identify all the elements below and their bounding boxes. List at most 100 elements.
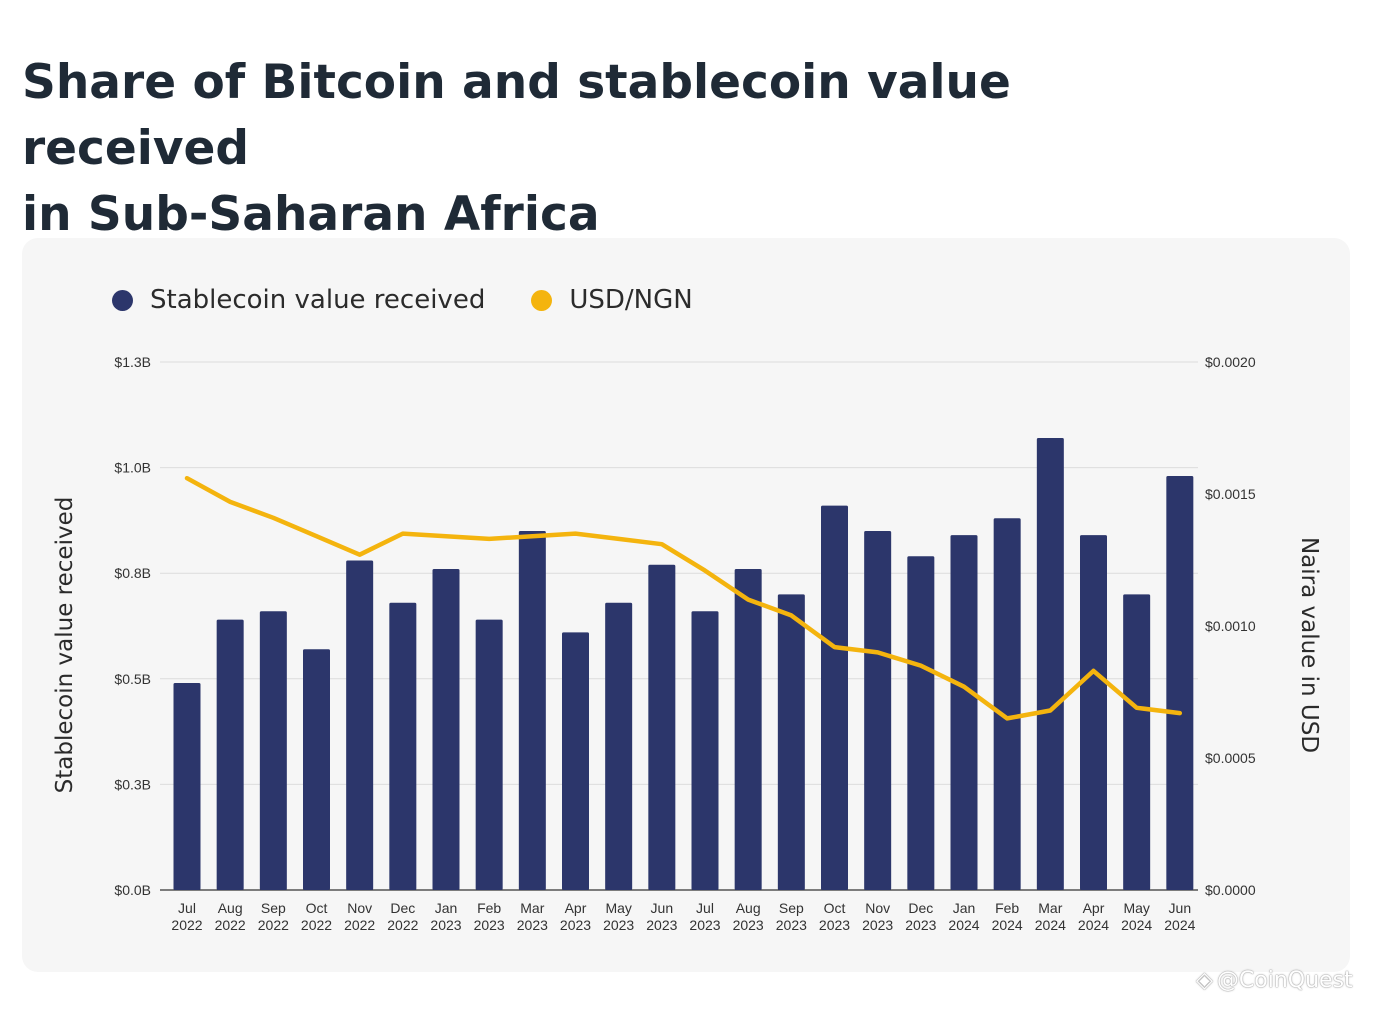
bar <box>389 602 417 890</box>
bar <box>950 535 978 890</box>
x-tick-label-year: 2022 <box>215 917 246 933</box>
x-tick-label-month: Oct <box>824 900 846 916</box>
bar <box>562 632 589 890</box>
bar <box>691 611 719 890</box>
x-tick-label-year: 2024 <box>1121 917 1152 933</box>
bar <box>173 683 201 890</box>
y-right-tick-label: $0.0020 <box>1205 354 1256 370</box>
legend-marker-usd-ngn <box>531 289 553 311</box>
legend-marker-stablecoin <box>112 289 133 311</box>
bar <box>475 619 503 890</box>
x-tick-label-month: Mar <box>520 900 544 916</box>
y-right-tick-label: $0.0000 <box>1205 882 1256 898</box>
x-tick-label-month: Feb <box>477 900 501 916</box>
y-left-tick-label: $1.0B <box>114 460 151 476</box>
x-tick-label-month: Jul <box>696 900 714 916</box>
chart-title: Share of Bitcoin and stablecoin value re… <box>22 50 1222 248</box>
legend-item-stablecoin[interactable]: Stablecoin value received <box>112 285 485 315</box>
x-tick-label-month: Aug <box>218 900 243 916</box>
x-tick-label-year: 2024 <box>948 917 979 933</box>
x-tick-label-year: 2023 <box>776 917 807 933</box>
bar <box>993 518 1021 890</box>
x-tick-label-month: Feb <box>995 900 1019 916</box>
bar <box>821 505 848 890</box>
x-tick-label-month: Nov <box>865 900 890 916</box>
bar <box>605 602 633 890</box>
watermark-text: @CoinQuest <box>1216 968 1353 993</box>
chart-title-line-2: in Sub-Saharan Africa <box>22 187 600 242</box>
x-tick-label-month: Dec <box>908 900 933 916</box>
x-tick-label-month: Nov <box>347 900 372 916</box>
bar <box>1036 438 1064 890</box>
bar <box>864 530 892 890</box>
y-left-tick-label: $0.3B <box>114 776 151 792</box>
bar <box>303 649 330 890</box>
binance-diamond-icon: ◈ <box>1196 968 1213 993</box>
x-tick-label-month: Sep <box>779 900 804 916</box>
x-tick-label-year: 2023 <box>560 917 591 933</box>
bar <box>432 568 460 890</box>
x-tick-label-month: Dec <box>390 900 415 916</box>
watermark: ◈ @CoinQuest <box>1196 968 1353 993</box>
x-tick-label-year: 2024 <box>1035 917 1066 933</box>
x-tick-label-month: Mar <box>1038 900 1062 916</box>
x-tick-label-month: Jan <box>953 900 976 916</box>
x-tick-label-month: Aug <box>736 900 761 916</box>
bar <box>1166 476 1194 890</box>
x-tick-label-year: 2023 <box>646 917 677 933</box>
x-tick-label-month: Jun <box>651 900 674 916</box>
y-left-tick-label: $0.5B <box>114 671 151 687</box>
x-tick-label-year: 2024 <box>992 917 1023 933</box>
usd-ngn-line <box>184 475 1183 721</box>
x-tick-label-month: May <box>1123 900 1149 916</box>
x-tick-label-month: Apr <box>565 900 587 916</box>
x-tick-label-year: 2023 <box>862 917 893 933</box>
y-right-tick-label: $0.0015 <box>1205 486 1256 502</box>
x-tick-label-year: 2023 <box>517 917 548 933</box>
x-tick-label-year: 2023 <box>603 917 634 933</box>
bar <box>1080 535 1107 890</box>
y-left-tick-label: $0.0B <box>114 882 151 898</box>
x-tick-label-month: Jun <box>1169 900 1192 916</box>
legend-label-usd-ngn: USD/NGN <box>569 285 693 315</box>
bar <box>346 560 374 890</box>
x-tick-label-year: 2023 <box>819 917 850 933</box>
x-tick-label-month: Oct <box>306 900 328 916</box>
x-tick-label-month: Sep <box>261 900 286 916</box>
x-tick-label-year: 2022 <box>301 917 332 933</box>
x-tick-label-year: 2022 <box>387 917 418 933</box>
bar <box>777 594 805 890</box>
x-tick-label-month: May <box>605 900 631 916</box>
bar <box>648 564 676 890</box>
x-tick-label-year: 2024 <box>1164 917 1195 933</box>
y-left-axis-title: Stablecoin value received <box>52 497 78 794</box>
y-right-tick-label: $0.0005 <box>1205 750 1256 766</box>
legend-label-stablecoin: Stablecoin value received <box>150 285 486 315</box>
bar <box>907 556 935 890</box>
x-tick-label-year: 2022 <box>344 917 375 933</box>
legend-item-usd-ngn[interactable]: USD/NGN <box>531 285 693 315</box>
x-tick-label-month: Jul <box>178 900 196 916</box>
y-left-tick-label: $1.3B <box>114 354 151 370</box>
x-tick-label-year: 2022 <box>171 917 202 933</box>
x-tick-label-year: 2024 <box>1078 917 1109 933</box>
chart-title-line-1: Share of Bitcoin and stablecoin value re… <box>22 55 1011 176</box>
y-right-tick-label: $0.0010 <box>1205 618 1256 634</box>
x-tick-label-year: 2023 <box>905 917 936 933</box>
x-tick-label-year: 2023 <box>733 917 764 933</box>
x-tick-label-month: Apr <box>1083 900 1105 916</box>
x-tick-label-year: 2023 <box>474 917 505 933</box>
x-tick-label-year: 2023 <box>689 917 720 933</box>
bar <box>734 568 762 890</box>
x-tick-label-year: 2023 <box>430 917 461 933</box>
y-right-axis-title: Naira value in USD <box>1296 537 1322 753</box>
y-left-tick-label: $0.8B <box>114 565 151 581</box>
x-tick-label-year: 2022 <box>258 917 289 933</box>
bar <box>1123 594 1151 890</box>
bar <box>259 611 287 890</box>
bar <box>518 530 546 890</box>
x-tick-label-month: Jan <box>435 900 458 916</box>
chart-legend: Stablecoin value received USD/NGN <box>112 282 739 318</box>
bar <box>216 619 244 890</box>
